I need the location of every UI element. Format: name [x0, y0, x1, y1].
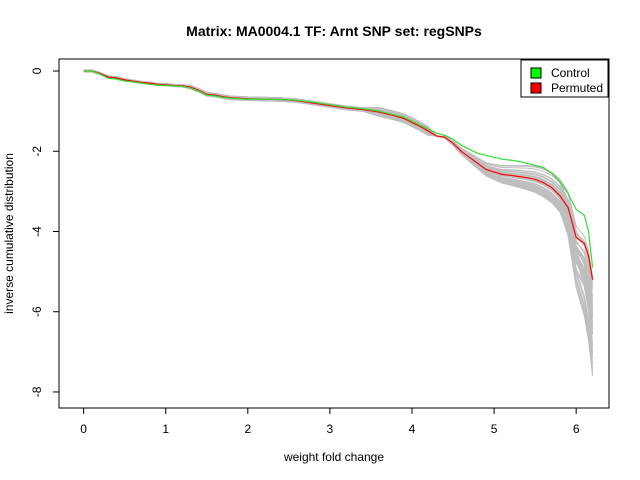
x-axis: 0 1 2 3 4 5 6: [80, 407, 580, 436]
y-axis-label: inverse cumulative distribution: [2, 153, 16, 314]
series-line-permuted: [83, 70, 594, 280]
series-lines: [83, 70, 594, 280]
permutation-line: [83, 70, 594, 353]
x-tick-label: 5: [491, 422, 498, 436]
y-tick-label: -4: [30, 226, 44, 237]
permutation-line: [83, 71, 594, 365]
series-line-control: [83, 70, 594, 268]
legend-swatch-control: [530, 67, 542, 79]
permutation-line: [83, 69, 594, 336]
permutation-line: [83, 70, 594, 335]
chart-title: Matrix: MA0004.1 TF: Arnt SNP set: regSN…: [186, 23, 482, 39]
permutation-line: [83, 70, 594, 280]
legend-swatch-permuted: [530, 82, 542, 94]
permutation-line: [83, 70, 594, 330]
permutation-line: [83, 70, 594, 324]
x-tick-label: 3: [327, 422, 334, 436]
x-tick-label: 6: [573, 422, 580, 436]
permutation-line: [83, 71, 594, 376]
y-tick-label: -8: [30, 386, 44, 397]
permutation-lines: [83, 69, 594, 376]
y-tick-label: 0: [30, 67, 44, 74]
plot-frame: [58, 58, 610, 409]
permutation-line: [83, 71, 594, 371]
y-axis: 0 -2 -4 -6 -8: [30, 67, 60, 397]
permutation-line: [83, 71, 594, 370]
x-axis-label: weight fold change: [283, 450, 384, 464]
y-tick-label: -2: [30, 146, 44, 157]
legend-label-permuted: Permuted: [551, 81, 603, 95]
permutation-line: [83, 71, 594, 333]
permutation-line: [83, 69, 594, 344]
permutation-line: [83, 71, 594, 375]
y-tick-label: -6: [30, 306, 44, 317]
x-tick-label: 1: [162, 422, 169, 436]
permutation-line: [83, 71, 594, 359]
permutation-line: [83, 71, 594, 354]
x-tick-label: 2: [244, 422, 251, 436]
permutation-line: [83, 70, 594, 328]
x-tick-label: 0: [80, 422, 87, 436]
permutation-line: [83, 71, 594, 355]
legend-label-control: Control: [551, 66, 590, 80]
permutation-line: [83, 71, 594, 333]
permutation-line: [83, 71, 594, 325]
x-tick-label: 4: [409, 422, 416, 436]
permutation-line: [83, 69, 594, 347]
permutation-line: [83, 70, 594, 325]
legend: Control Permuted: [520, 59, 609, 98]
